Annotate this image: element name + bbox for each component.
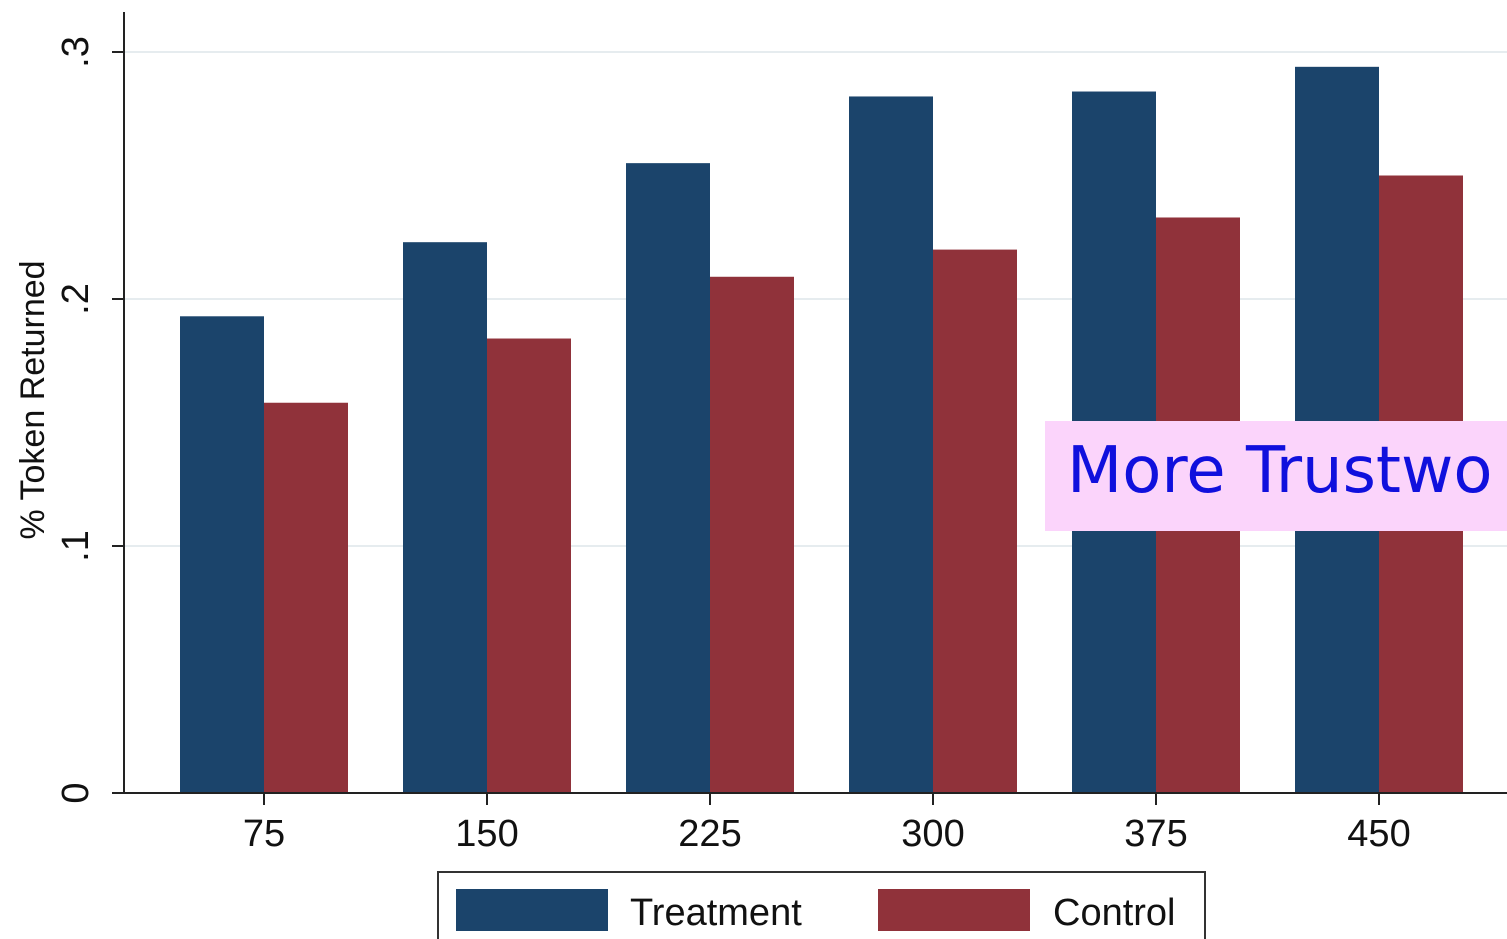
legend-label-treatment: Treatment [630, 892, 802, 934]
x-tick-label: 300 [901, 813, 964, 855]
legend-swatch-control [878, 889, 1030, 931]
bar-treatment-75 [180, 316, 264, 793]
y-tick-label: 0 [55, 782, 97, 803]
legend-swatch-treatment [456, 889, 608, 931]
x-tick-label: 375 [1124, 813, 1187, 855]
bar-treatment-300 [849, 96, 933, 793]
x-tick-label: 150 [455, 813, 518, 855]
bar-control-300 [933, 249, 1017, 794]
x-tick-label: 75 [243, 813, 285, 855]
bar-treatment-150 [403, 242, 487, 793]
bar-treatment-225 [626, 163, 710, 793]
bar-control-150 [487, 338, 571, 793]
annotation-text: More Trustwo [1067, 434, 1493, 508]
y-axis-title: % Token Returned [14, 260, 52, 539]
y-tick-label: .3 [55, 36, 97, 68]
legend: Treatment Control [437, 871, 1206, 939]
bar-control-225 [710, 276, 794, 793]
gridlines [124, 51, 1507, 547]
axes [123, 12, 1507, 794]
x-ticks: 75 150 225 300 375 450 [243, 793, 1411, 855]
x-tick-label: 450 [1347, 813, 1410, 855]
y-tick-label: .2 [55, 283, 97, 315]
annotation-box: More Trustwo [1045, 421, 1507, 531]
bar-control-75 [264, 402, 348, 793]
y-ticks: 0 .1 .2 .3 [55, 36, 124, 804]
x-tick-label: 225 [678, 813, 741, 855]
legend-label-control: Control [1053, 892, 1176, 934]
y-tick-label: .1 [55, 530, 97, 562]
